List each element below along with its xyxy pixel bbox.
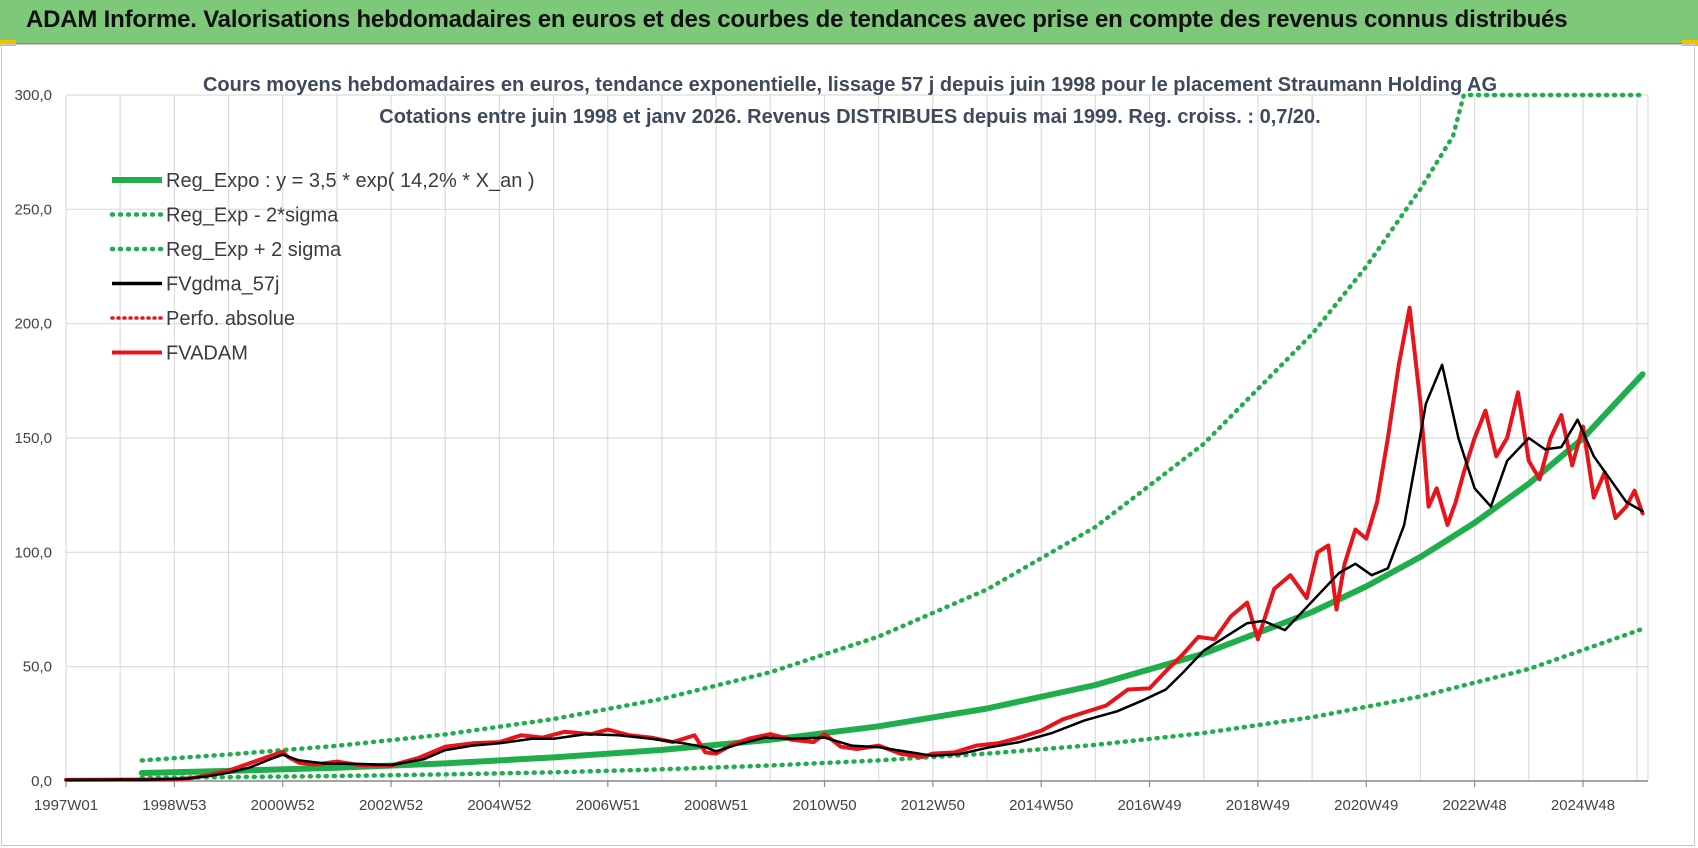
x-tick-label: 1997W01 [34, 797, 98, 814]
x-tick-label: 2014W50 [1009, 797, 1073, 814]
axis-labels: 0,0 50,0 100,0 150,0 200,0 250,0 300,0 1997W01 1… [14, 87, 1615, 814]
y-tick-label: 300,0 [14, 87, 52, 104]
chart-subtitle: Cotations entre juin 1998 et janv 2026. … [379, 106, 1320, 128]
corner-marker-right [1682, 40, 1698, 46]
y-tick-label: 0,0 [31, 773, 52, 790]
x-tick-label: 2018W49 [1226, 797, 1290, 814]
series-layer [64, 92, 1646, 782]
series-line-4 [64, 363, 1644, 782]
x-tick-label: 2012W50 [901, 797, 965, 814]
corner-marker-left [0, 40, 16, 46]
legend-label: Reg_Exp - 2*sigma [166, 205, 339, 227]
legend-label: Reg_Expo : y = 3,5 * exp( 14,2% * X_an ) [166, 170, 535, 192]
x-tick-label: 1998W53 [142, 797, 206, 814]
legend-label: Perfo. absolue [166, 308, 295, 330]
series-line-1 [139, 626, 1645, 781]
x-tick-label: 2024W48 [1551, 797, 1615, 814]
x-tick-label: 2004W52 [467, 797, 531, 814]
legend-label: FVADAM [166, 343, 248, 365]
series-line-3 [64, 363, 1644, 782]
x-tick-label: 2010W50 [792, 797, 856, 814]
y-tick-label: 50,0 [23, 659, 52, 676]
chart-frame [1, 44, 1695, 846]
x-tick-label: 2016W49 [1117, 797, 1181, 814]
x-tick-label: 2022W48 [1443, 797, 1507, 814]
series-line-0 [138, 371, 1646, 776]
x-tick-label: 2020W49 [1334, 797, 1398, 814]
report-title: ADAM Informe. Valorisations hebdomadaire… [26, 6, 1568, 33]
report-banner: ADAM Informe. Valorisations hebdomadaire… [0, 0, 1698, 44]
chart-title: Cours moyens hebdomadaires en euros, ten… [203, 74, 1497, 96]
x-tick-label: 2008W51 [684, 797, 748, 814]
legend-label: Reg_Exp + 2 sigma [166, 239, 342, 261]
chart-grid [65, 94, 1649, 787]
series-line-2 [139, 92, 1645, 763]
series-line-5 [64, 305, 1645, 782]
x-tick-label: 2002W52 [359, 797, 423, 814]
y-tick-label: 250,0 [14, 201, 52, 218]
chart-legend: Reg_Expo : y = 3,5 * exp( 14,2% * X_an )… [109, 170, 535, 365]
y-tick-label: 100,0 [14, 544, 52, 561]
x-tick-label: 2006W51 [576, 797, 640, 814]
x-tick-label: 2000W52 [251, 797, 315, 814]
y-tick-label: 200,0 [14, 316, 52, 333]
legend-label: FVgdma_57j [166, 274, 279, 296]
y-tick-label: 150,0 [14, 430, 52, 447]
